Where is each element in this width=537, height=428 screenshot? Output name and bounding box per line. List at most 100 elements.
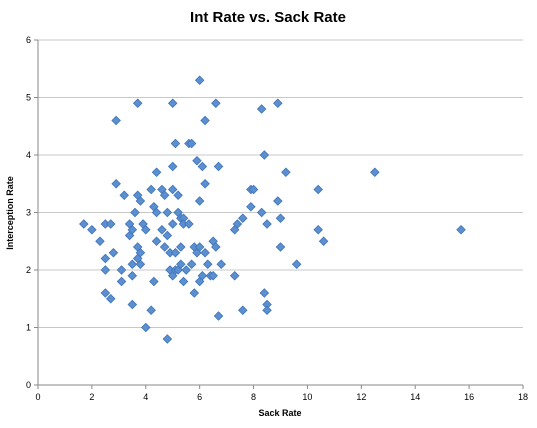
data-point: [248, 184, 259, 195]
y-tick-label: 0: [26, 380, 31, 390]
data-points: [79, 75, 466, 344]
data-point: [213, 161, 224, 172]
data-point: [273, 98, 283, 109]
data-point: [170, 247, 181, 258]
axes: [34, 39, 524, 389]
x-axis-label: Sack Rate: [258, 408, 301, 418]
data-point: [111, 178, 121, 189]
data-point: [162, 207, 173, 218]
data-point: [127, 270, 138, 281]
x-tick-label: 8: [251, 392, 256, 402]
data-point: [194, 242, 205, 252]
data-point: [176, 242, 186, 252]
y-axis-label: Interception Rate: [5, 176, 15, 250]
data-point: [135, 196, 146, 206]
data-point: [162, 230, 173, 241]
data-point: [100, 288, 111, 298]
data-point: [146, 305, 156, 316]
data-point: [162, 334, 173, 344]
data-point: [151, 167, 162, 178]
x-tick-label: 2: [89, 392, 94, 402]
data-point: [176, 259, 186, 270]
data-point: [370, 167, 380, 178]
data-point: [200, 178, 210, 189]
data-point: [216, 259, 226, 270]
data-point: [105, 219, 116, 229]
data-point: [100, 253, 111, 264]
data-point: [173, 190, 183, 201]
data-point: [262, 219, 272, 229]
data-point: [194, 75, 205, 86]
data-point: [275, 213, 286, 224]
data-point: [313, 224, 323, 235]
x-tick-label: 16: [464, 392, 474, 402]
data-point: [291, 259, 302, 270]
data-point: [132, 98, 143, 109]
data-point: [116, 276, 127, 287]
data-point: [273, 196, 283, 206]
data-point: [259, 288, 270, 298]
x-tick-label: 12: [356, 392, 366, 402]
data-point: [95, 236, 105, 247]
data-point: [127, 224, 138, 235]
data-point: [262, 305, 272, 316]
data-point: [149, 276, 159, 287]
data-point: [208, 270, 218, 281]
data-point: [141, 322, 151, 333]
data-point: [313, 184, 323, 195]
data-point: [151, 236, 162, 247]
data-point: [159, 190, 170, 201]
data-point: [167, 98, 178, 109]
data-point: [159, 242, 170, 252]
data-point: [238, 305, 248, 316]
y-tick-label: 3: [26, 208, 31, 218]
y-tick-label: 1: [26, 323, 31, 333]
data-point: [318, 236, 329, 247]
data-point: [211, 242, 221, 252]
data-point: [178, 276, 189, 287]
data-point: [146, 184, 156, 195]
data-point: [246, 201, 256, 212]
data-point: [259, 150, 270, 160]
data-point: [111, 115, 121, 126]
data-point: [127, 259, 138, 270]
data-point: [202, 259, 213, 270]
data-point: [130, 207, 140, 218]
data-point: [186, 259, 197, 270]
data-point: [232, 219, 243, 229]
data-point: [256, 207, 267, 218]
data-point: [157, 224, 167, 235]
y-tick-label: 2: [26, 265, 31, 275]
data-point: [194, 196, 205, 206]
data-point: [197, 270, 208, 281]
data-point: [151, 207, 162, 218]
x-tick-label: 4: [143, 392, 148, 402]
data-point: [197, 161, 208, 172]
data-point: [456, 224, 466, 235]
data-point: [192, 155, 202, 166]
data-point: [184, 219, 194, 229]
chart-title: Int Rate vs. Sack Rate: [190, 9, 346, 26]
data-point: [170, 138, 181, 149]
data-point: [211, 98, 221, 109]
data-point: [181, 265, 191, 275]
x-tick-label: 14: [410, 392, 420, 402]
y-tick-label: 5: [26, 93, 31, 103]
data-point: [229, 270, 240, 281]
data-point: [116, 265, 127, 275]
data-point: [79, 219, 89, 229]
data-point: [105, 293, 116, 304]
data-point: [189, 288, 200, 298]
x-tick-label: 0: [35, 392, 40, 402]
y-tick-label: 6: [26, 35, 31, 45]
x-tick-label: 6: [197, 392, 202, 402]
data-point: [200, 115, 210, 126]
data-point: [238, 213, 248, 224]
y-tick-label: 4: [26, 150, 31, 160]
x-tick-label: 18: [518, 392, 528, 402]
data-point: [200, 247, 210, 258]
gridlines: [38, 39, 523, 328]
